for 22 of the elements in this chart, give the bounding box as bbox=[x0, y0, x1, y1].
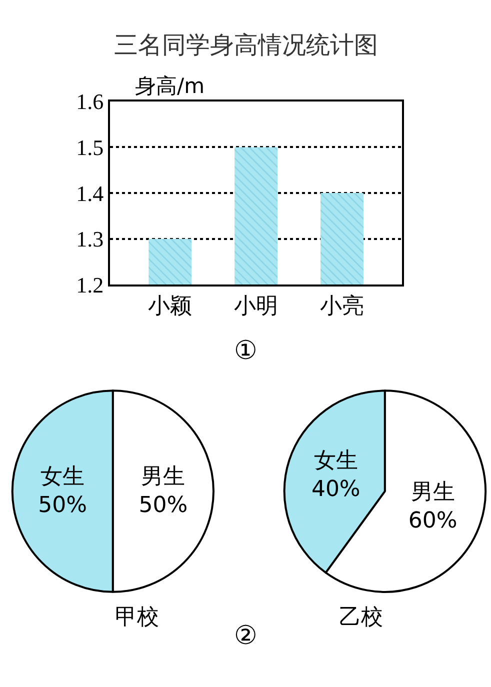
text: 甲校 bbox=[115, 605, 159, 630]
data-label: 60% bbox=[408, 508, 458, 534]
text: ① bbox=[234, 336, 258, 366]
slice-label: 男生 bbox=[410, 480, 455, 506]
slice-label: 女生 bbox=[40, 464, 85, 490]
x-tick-label: 小明 bbox=[234, 294, 278, 320]
y-axis-title: 身高/m bbox=[135, 74, 205, 98]
data-label: 50% bbox=[138, 493, 188, 518]
text: 乙校 bbox=[339, 605, 383, 630]
text: ② bbox=[234, 621, 258, 651]
x-tick-label: 小亮 bbox=[320, 294, 364, 320]
y-tick-label: 1.5 bbox=[76, 134, 104, 160]
y-tick-label: 1.4 bbox=[76, 180, 104, 206]
slice-label: 女生 bbox=[314, 448, 358, 474]
y-tick-label: 1.6 bbox=[76, 89, 104, 114]
chart-title: 三名同学身高情况统计图 bbox=[114, 31, 378, 59]
slice-label: 男生 bbox=[141, 464, 186, 490]
data-label: 40% bbox=[311, 477, 360, 502]
data-label: 50% bbox=[38, 493, 88, 518]
x-tick-label: 小颖 bbox=[148, 294, 192, 320]
y-tick-label: 1.2 bbox=[76, 272, 104, 298]
y-tick-label: 1.3 bbox=[76, 226, 104, 252]
